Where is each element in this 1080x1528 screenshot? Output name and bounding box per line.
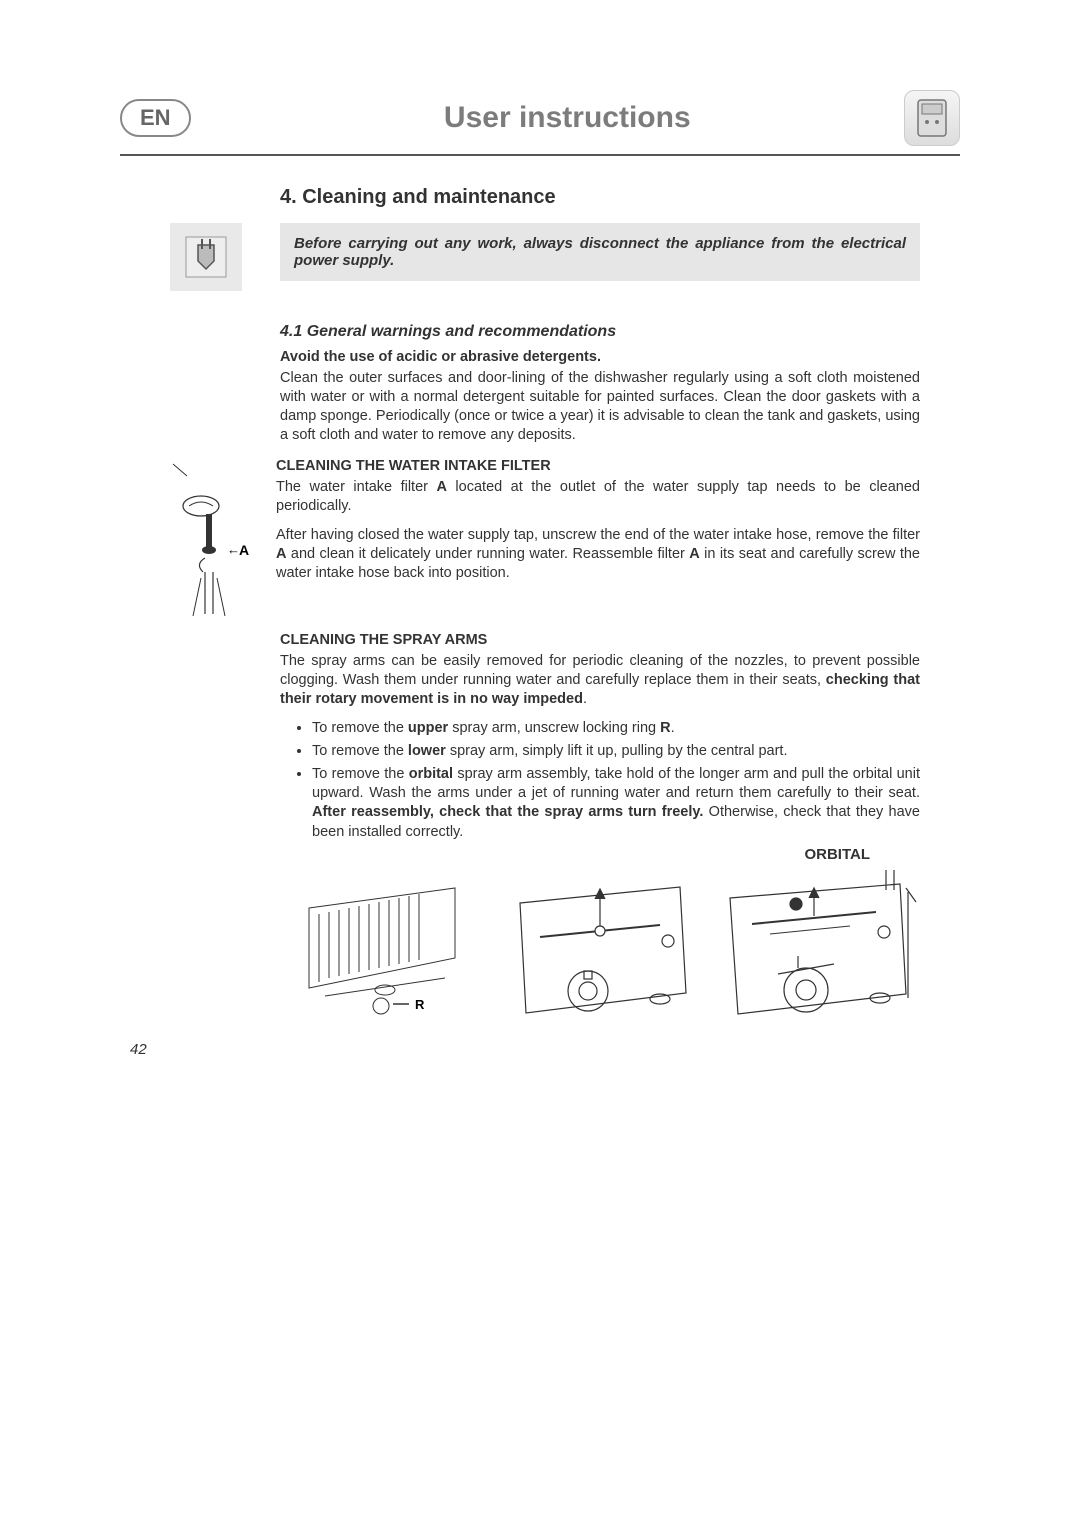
section-heading: 4. Cleaning and maintenance [280, 186, 920, 209]
general-paragraph: Clean the outer surfaces and door-lining… [280, 369, 920, 446]
spray-bullet-list: To remove the upper spray arm, unscrew l… [280, 719, 920, 842]
filter-a-label: A [239, 542, 249, 558]
page-title: User instructions [231, 101, 904, 135]
avoid-detergents-line: Avoid the use of acidic or abrasive dete… [280, 349, 920, 365]
page-number: 42 [130, 1041, 147, 1058]
spray-title: CLEANING THE SPRAY ARMS [280, 632, 920, 648]
filter-title: CLEANING THE WATER INTAKE FILTER [276, 458, 920, 474]
figure-orbital-arm [710, 873, 920, 1033]
filter-para-2: After having closed the water supply tap… [276, 526, 920, 583]
figure-r-label: R [415, 997, 425, 1012]
plug-warning-icon [170, 223, 242, 291]
appliance-icon [904, 90, 960, 146]
bullet-orbital: To remove the orbital spray arm assembly… [312, 765, 920, 842]
filter-figure: ← A [160, 458, 260, 618]
warning-text: Before carrying out any work, always dis… [280, 223, 920, 281]
figure-upper-rack: R [280, 873, 489, 1033]
figure-lower-arm [495, 873, 704, 1033]
subsection-heading: 4.1 General warnings and recommendations [280, 323, 920, 341]
spray-intro: The spray arms can be easily removed for… [280, 652, 920, 709]
language-badge: EN [120, 99, 191, 137]
bullet-upper: To remove the upper spray arm, unscrew l… [312, 719, 920, 738]
orbital-label: ORBITAL [280, 846, 920, 863]
bullet-lower: To remove the lower spray arm, simply li… [312, 742, 920, 761]
header-divider [120, 154, 960, 156]
filter-para-1: The water intake filter A located at the… [276, 478, 920, 516]
